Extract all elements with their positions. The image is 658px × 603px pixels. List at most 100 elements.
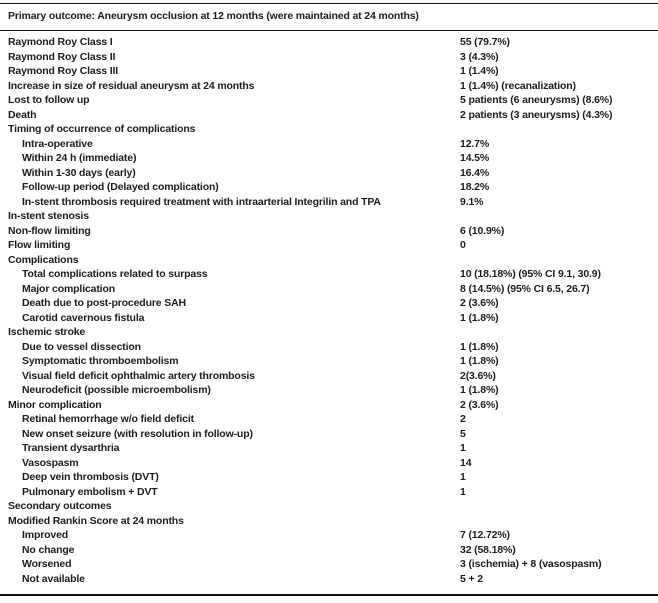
row-label: Worsened [22, 558, 72, 570]
row-value: 2 [460, 413, 466, 425]
table-top-rule [0, 3, 658, 4]
row-value: 18.2% [460, 181, 490, 193]
table-row: Death due to post-procedure SAH 2 (3.6%) [0, 296, 658, 311]
row-label: Flow limiting [8, 239, 71, 251]
table-row: Complications [0, 253, 658, 268]
row-value [460, 253, 658, 268]
row-label: Death [8, 108, 37, 121]
row-label: In-stent thrombosis required treatment w… [22, 195, 381, 208]
row-label: Carotid cavernous fistula [22, 311, 145, 324]
row-label: In-stent stenosis [8, 210, 89, 222]
row-value: 10 (18.18%) (95% CI 9.1, 30.9) [460, 268, 601, 280]
outcomes-table-body: Raymond Roy Class I 55 (79.7%) Raymond R… [0, 31, 658, 594]
row-value: 9.1% [460, 195, 484, 208]
row-label: Timing of occurrence of complications [8, 123, 196, 135]
table-row: Retinal hemorrhage w/o field deficit 2 [0, 412, 658, 427]
row-value: 5 [460, 427, 466, 440]
row-value [460, 514, 658, 529]
row-label: Pulmonary embolism + DVT [22, 485, 158, 498]
row-value [460, 209, 658, 224]
table-row: Follow-up period (Delayed complication) … [0, 180, 658, 195]
row-label: Not available [22, 572, 85, 585]
row-label: Minor complication [8, 398, 102, 411]
table-row: Raymond Roy Class I 55 (79.7%) [0, 35, 658, 50]
row-value: 1 [460, 471, 466, 483]
table-row: Lost to follow up 5 patients (6 aneurysm… [0, 93, 658, 108]
row-label: Major complication [22, 282, 115, 295]
table-row: Modified Rankin Score at 24 months [0, 514, 658, 529]
table-row: Symptomatic thromboembolism 1 (1.8%) [0, 354, 658, 369]
row-value: 0 [460, 239, 466, 251]
table-header: Primary outcome: Aneurysm occlusion at 1… [8, 10, 419, 22]
row-label: Vasospasm [22, 456, 79, 469]
row-value: 2 (3.6%) [460, 297, 499, 309]
table-row: In-stent thrombosis required treatment w… [0, 195, 658, 210]
row-value: 1 (1.8%) [460, 311, 499, 324]
row-label: Improved [22, 529, 69, 541]
row-value: 6 (10.9%) [460, 224, 505, 237]
table-row: Secondary outcomes [0, 499, 658, 514]
table-row: No change 32 (58.18%) [0, 543, 658, 558]
table-row: New onset seizure (with resolution in fo… [0, 427, 658, 442]
row-value: 12.7% [460, 137, 490, 150]
table-row: Total complications related to surpass 1… [0, 267, 658, 282]
table-row: Within 1-30 days (early) 16.4% [0, 166, 658, 181]
row-value: 5 + 2 [460, 572, 483, 585]
row-label: New onset seizure (with resolution in fo… [22, 427, 253, 440]
row-value: 32 (58.18%) [460, 543, 516, 556]
table-row: Visual field deficit ophthalmic artery t… [0, 369, 658, 384]
row-label: Visual field deficit ophthalmic artery t… [22, 369, 255, 382]
row-label: Deep vein thrombosis (DVT) [22, 471, 159, 483]
table-row: Pulmonary embolism + DVT 1 [0, 485, 658, 500]
table-row: Intra-operative 12.7% [0, 137, 658, 152]
row-label: Total complications related to surpass [22, 268, 208, 280]
table-row: Worsened 3 (ischemia) + 8 (vasospasm) [0, 557, 658, 572]
row-value [460, 499, 658, 514]
table-row: In-stent stenosis [0, 209, 658, 224]
table-row: Transient dysarthria 1 [0, 441, 658, 456]
row-label: Death due to post-procedure SAH [22, 297, 186, 309]
row-value: 1 (1.8%) [460, 355, 499, 367]
row-label: Secondary outcomes [8, 500, 112, 512]
row-value: 1 (1.4%) [460, 65, 499, 77]
row-value: 8 (14.5%) (95% CI 6.5, 26.7) [460, 282, 590, 295]
table-row: Increase in size of residual aneurysm at… [0, 79, 658, 94]
table-bottom-rule [0, 594, 658, 596]
row-label: Within 24 h (immediate) [22, 152, 137, 164]
row-value: 3 (4.3%) [460, 50, 499, 63]
row-label: Complications [8, 253, 79, 266]
table-row: Minor complication 2 (3.6%) [0, 398, 658, 413]
table-row: Flow limiting 0 [0, 238, 658, 253]
row-value: 2 (3.6%) [460, 398, 499, 411]
table-row: Timing of occurrence of complications [0, 122, 658, 137]
table-row: Major complication 8 (14.5%) (95% CI 6.5… [0, 282, 658, 297]
row-label: Raymond Roy Class III [8, 65, 119, 77]
row-label: Non-flow limiting [8, 224, 91, 237]
table-header-rule [0, 30, 658, 31]
row-label: Ischemic stroke [8, 326, 86, 338]
row-label: No change [22, 543, 75, 556]
row-label: Intra-operative [22, 137, 93, 150]
table-row: Improved 7 (12.72%) [0, 528, 658, 543]
row-value: 1 (1.8%) [460, 340, 499, 353]
row-label: Due to vessel dissection [22, 340, 141, 353]
row-label: Neurodeficit (possible microembolism) [22, 384, 211, 396]
row-value [460, 325, 658, 340]
row-label: Increase in size of residual aneurysm at… [8, 79, 255, 92]
row-value: 1 (1.4%) (recanalization) [460, 79, 576, 92]
row-value: 55 (79.7%) [460, 36, 510, 48]
row-label: Raymond Roy Class I [8, 36, 113, 48]
table-row: Due to vessel dissection 1 (1.8%) [0, 340, 658, 355]
table-row: Within 24 h (immediate) 14.5% [0, 151, 658, 166]
table-row: Vasospasm 14 [0, 456, 658, 471]
row-value [460, 122, 658, 137]
row-value: 14.5% [460, 152, 490, 164]
table-row: Not available 5 + 2 [0, 572, 658, 587]
table-row: Carotid cavernous fistula 1 (1.8%) [0, 311, 658, 326]
row-label: Modified Rankin Score at 24 months [8, 514, 184, 527]
row-value: 1 [460, 485, 466, 498]
row-label: Follow-up period (Delayed complication) [22, 181, 219, 193]
table-row: Ischemic stroke [0, 325, 658, 340]
row-label: Retinal hemorrhage w/o field deficit [22, 413, 194, 425]
